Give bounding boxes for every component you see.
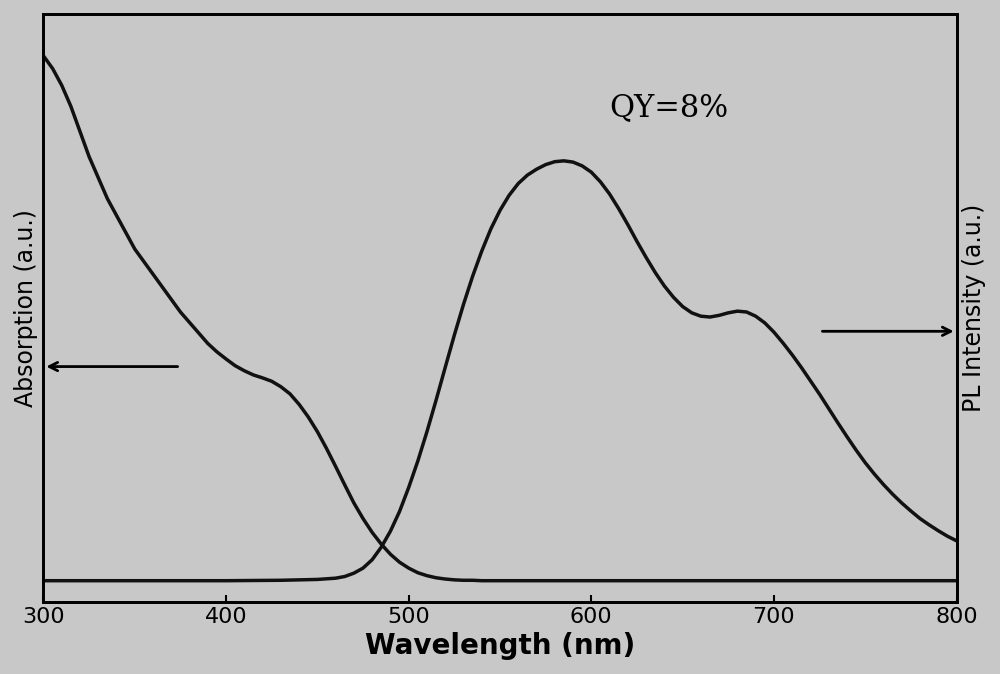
Y-axis label: Absorption (a.u.): Absorption (a.u.) — [14, 209, 38, 406]
X-axis label: Wavelength (nm): Wavelength (nm) — [365, 632, 635, 660]
Y-axis label: PL Intensity (a.u.): PL Intensity (a.u.) — [962, 204, 986, 412]
Text: QY=8%: QY=8% — [610, 92, 729, 123]
